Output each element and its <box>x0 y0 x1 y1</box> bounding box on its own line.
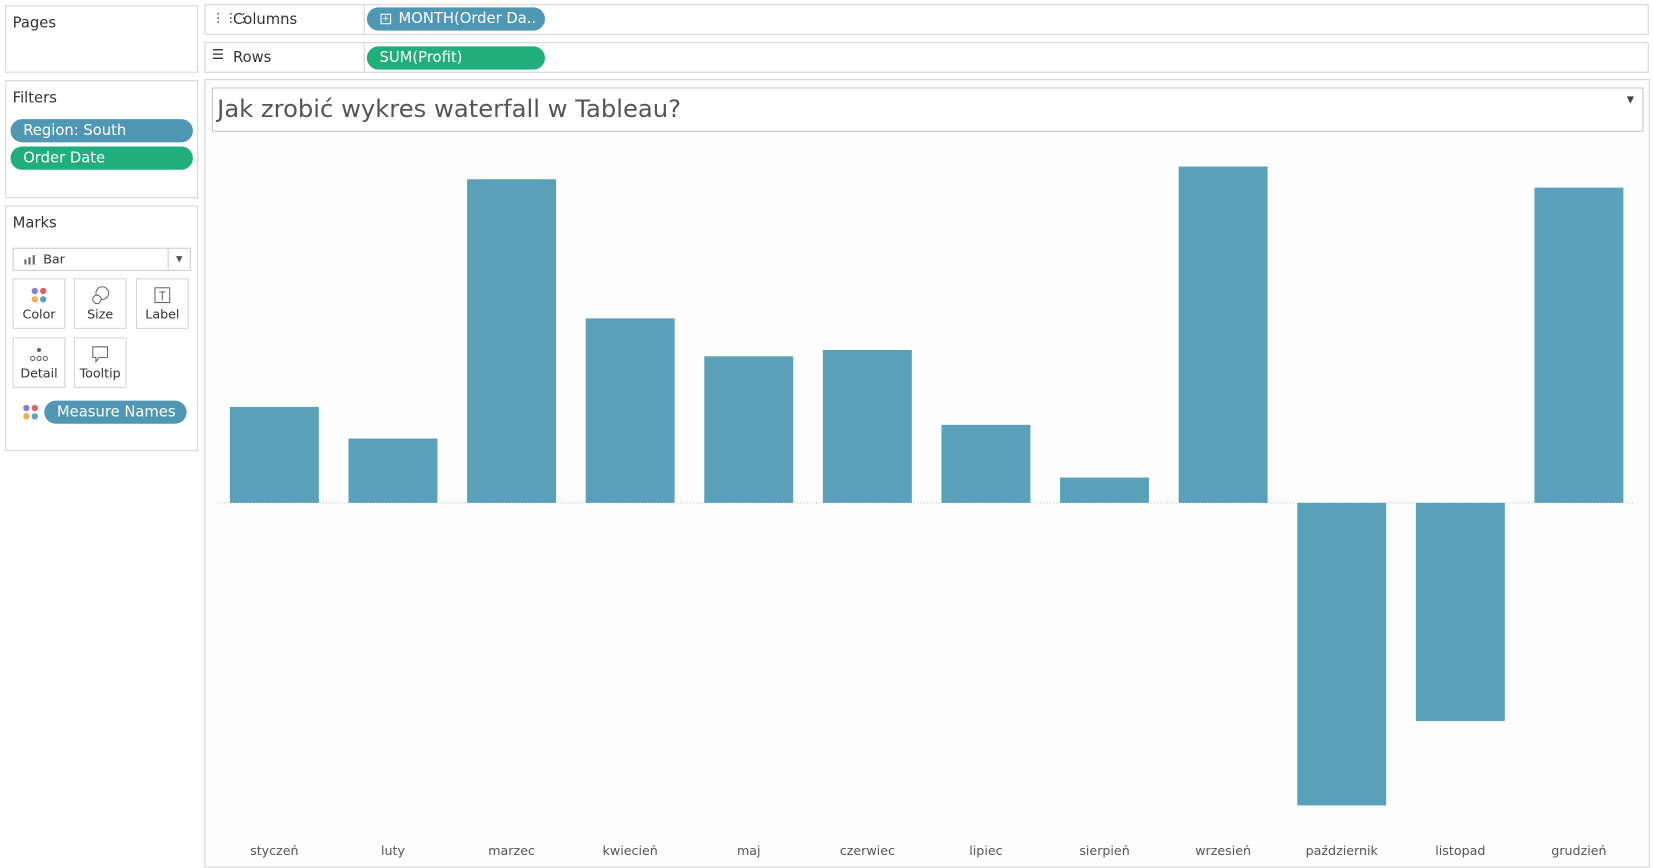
filter-pill[interactable]: Order Date <box>10 146 193 170</box>
mark-type-dropdown[interactable]: Bar ▼ <box>12 247 191 271</box>
x-tick-label: marzec <box>488 843 535 858</box>
mark-type: Bar <box>43 251 65 267</box>
bar <box>822 349 912 503</box>
shelf-label: Rows <box>232 49 272 67</box>
bar <box>1297 502 1387 806</box>
x-tick-label: luty <box>381 843 405 858</box>
x-tick-label: lipiec <box>969 843 1002 858</box>
shelf-label: Columns <box>232 11 298 29</box>
bar <box>941 424 1031 503</box>
color-icon <box>23 404 38 420</box>
button-label: Color <box>22 306 56 322</box>
detail-button[interactable]: Detail <box>12 337 66 388</box>
row-pill[interactable]: SUM(Profit) <box>366 46 546 70</box>
pages-title: Pages <box>12 14 57 32</box>
button-label: Label <box>145 306 180 322</box>
bar <box>467 179 557 503</box>
bar <box>1415 502 1505 722</box>
x-tick-label: czerwiec <box>840 843 895 858</box>
column-pill[interactable]: MONTH(Order Da.. <box>366 7 546 31</box>
x-tick-label: kwiecień <box>603 843 658 858</box>
bar <box>1534 187 1624 503</box>
bar <box>348 438 438 503</box>
bar <box>585 318 675 503</box>
chart: styczeń luty marzec kwiecień maj czerwiec lipi… <box>218 166 1635 858</box>
button-label: Detail <box>20 365 58 381</box>
bar <box>1060 477 1150 503</box>
x-tick-label: wrzesień <box>1195 843 1251 858</box>
button-label: Tooltip <box>79 365 121 381</box>
color-button[interactable]: Color <box>12 278 66 329</box>
chart-title: Jak zrobić wykres waterfall w Tableau? <box>217 95 681 124</box>
bar <box>704 356 794 503</box>
tooltip-button[interactable]: Tooltip <box>73 337 127 388</box>
view: Jak zrobić wykres waterfall w Tableau? ▼ <box>204 79 1650 868</box>
x-tick-label: maj <box>737 843 761 858</box>
label-button[interactable]: Label <box>135 278 189 329</box>
filters-title: Filters <box>12 89 57 107</box>
x-tick-label: sierpień <box>1079 843 1129 858</box>
filter-pill[interactable]: Region: South <box>10 119 193 143</box>
bar <box>229 406 319 503</box>
x-tick-label: listopad <box>1435 843 1485 858</box>
measure-pill[interactable]: Measure Names <box>44 400 187 424</box>
columns-shelf: ⋮⋮⋮ Columns MONTH(Order Da.. + <box>204 4 1649 35</box>
button-label: Size <box>87 306 114 322</box>
x-tick-label: październik <box>1306 843 1379 858</box>
filters-panel: Filters Region: South Order Date <box>5 80 199 199</box>
size-button[interactable]: Size <box>73 278 127 329</box>
title-box: Jak zrobić wykres waterfall w Tableau? ▼ <box>211 87 1644 132</box>
x-tick-label: grudzień <box>1551 843 1606 858</box>
bar-icon <box>24 255 35 265</box>
bar <box>1178 166 1268 503</box>
pages-panel: Pages <box>5 5 199 73</box>
marks-panel: Marks Bar ▼ Color Size Label Detail Tool… <box>5 205 199 452</box>
rows-shelf: ☰ Rows SUM(Profit) <box>204 42 1649 73</box>
x-tick-label: styczeń <box>250 843 298 858</box>
marks-title: Marks <box>12 215 57 232</box>
